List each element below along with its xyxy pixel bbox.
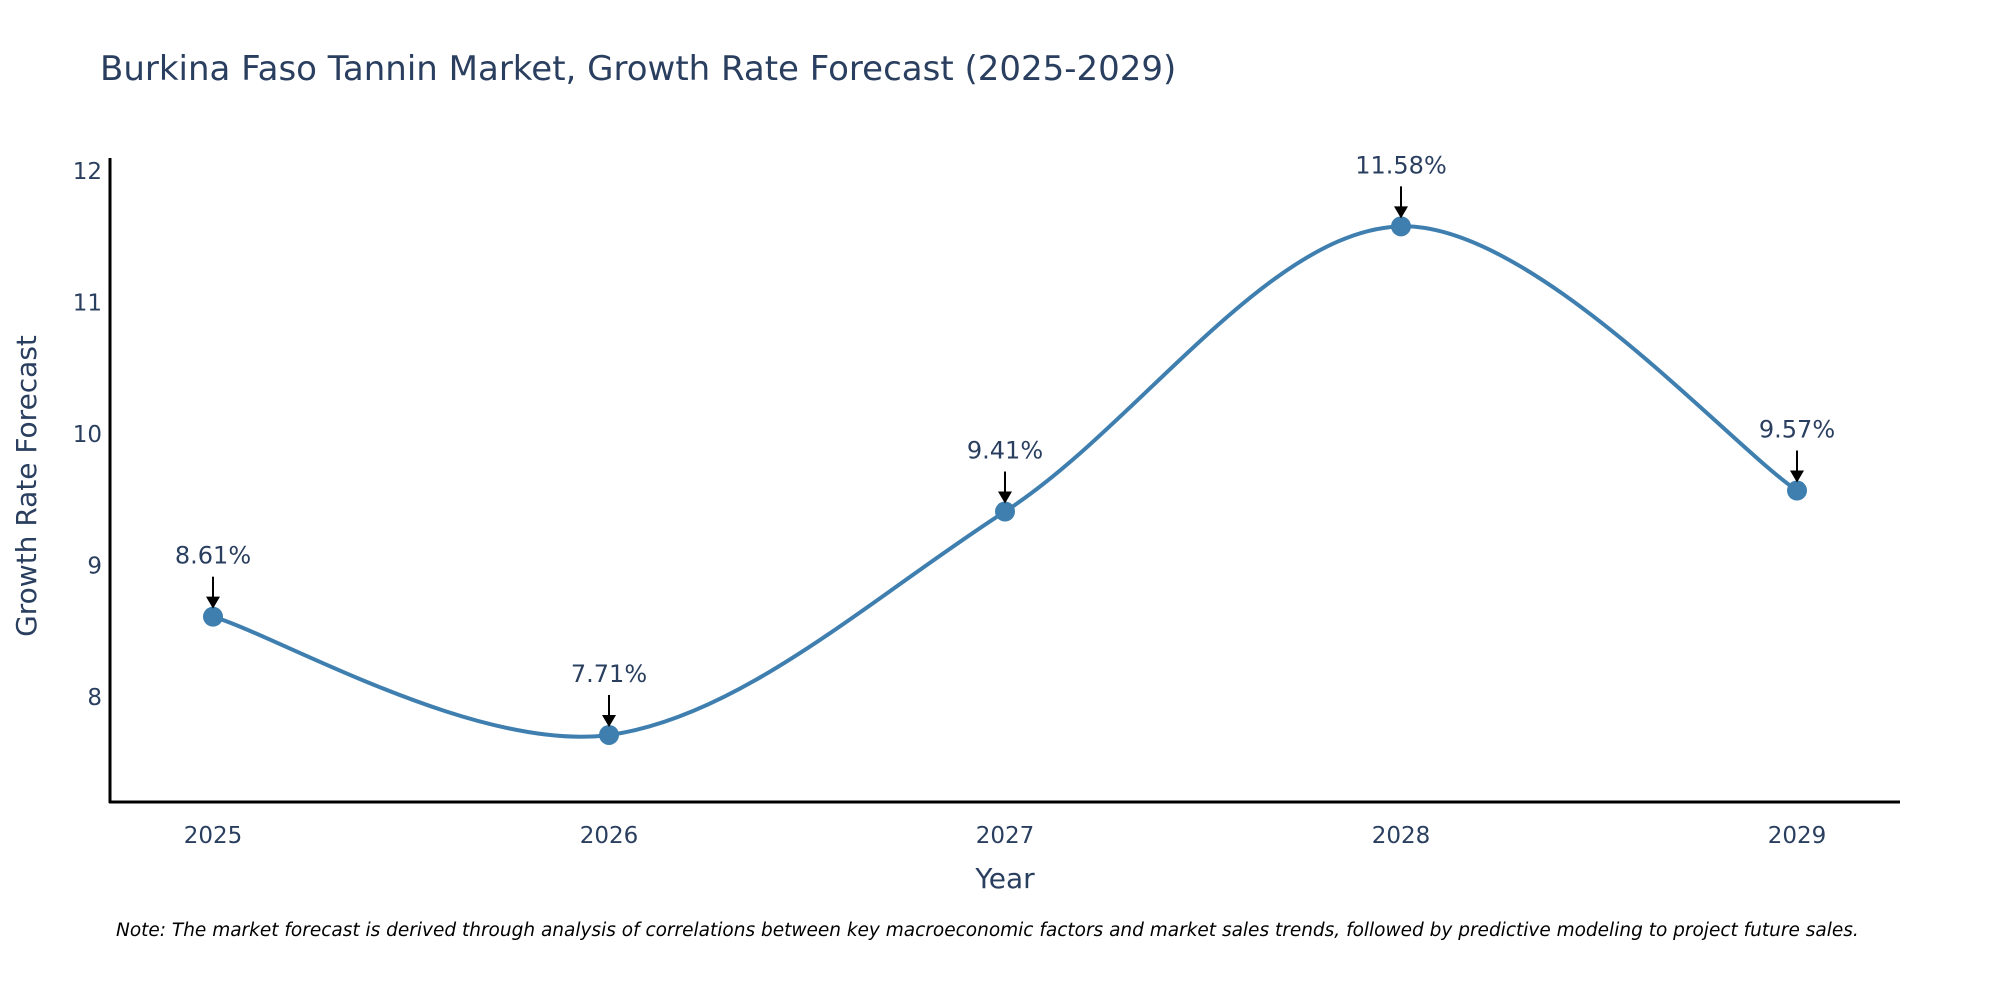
data-markers: [203, 216, 1807, 745]
data-label: 7.71%: [571, 660, 647, 688]
annotation-arrow-head: [1790, 470, 1804, 483]
data-label: 8.61%: [175, 542, 251, 570]
x-axis-ticks: 2025 2026 2027 2028 2029: [184, 823, 1827, 849]
annotation-arrow-head: [206, 596, 220, 609]
x-tick-label: 2029: [1768, 823, 1827, 849]
x-tick-label: 2028: [1372, 823, 1431, 849]
data-annotations: 8.61% 7.71% 9.41% 11.58% 9.57%: [175, 151, 1835, 727]
y-tick-label: 9: [87, 553, 102, 579]
y-tick-label: 11: [73, 291, 102, 317]
series-line: [212, 224, 1799, 739]
data-point: [1787, 480, 1807, 501]
x-tick-label: 2027: [976, 823, 1035, 849]
y-tick-label: 8: [87, 685, 102, 711]
footnote: Note: The market forecast is derived thr…: [116, 920, 1859, 941]
data-point: [203, 606, 223, 627]
data-label: 11.58%: [1355, 151, 1447, 179]
data-label: 9.57%: [1759, 416, 1835, 444]
data-label: 9.41%: [967, 437, 1043, 465]
y-axis-title: Growth Rate Forecast: [10, 335, 43, 637]
data-point: [995, 501, 1015, 522]
y-tick-label: 12: [73, 159, 102, 185]
x-tick-label: 2026: [580, 823, 639, 849]
annotation-arrow-head: [998, 491, 1012, 504]
x-axis-title: Year: [974, 862, 1035, 895]
data-point: [599, 724, 619, 745]
y-tick-label: 10: [73, 422, 102, 448]
y-axis-ticks: 8 9 10 11 12: [73, 159, 102, 711]
x-tick-label: 2025: [184, 823, 243, 849]
annotation-arrow-head: [1394, 206, 1408, 219]
annotation-arrow-head: [602, 714, 616, 727]
data-point: [1391, 216, 1411, 237]
chart-title: Burkina Faso Tannin Market, Growth Rate …: [100, 49, 1176, 89]
